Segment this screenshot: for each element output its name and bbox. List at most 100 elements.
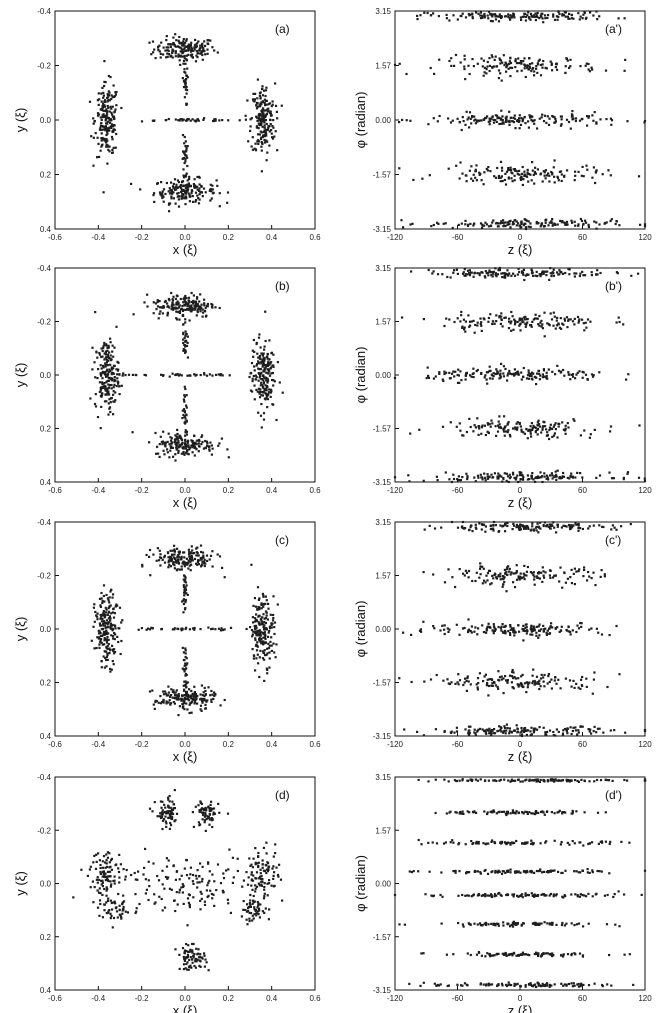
- data-point: [578, 318, 581, 321]
- x-tick-label: -0.6: [48, 740, 62, 749]
- data-point: [109, 590, 112, 593]
- data-point: [164, 49, 167, 52]
- data-point: [583, 329, 586, 332]
- data-point: [485, 371, 488, 374]
- data-point: [100, 638, 103, 641]
- data-point: [431, 272, 434, 275]
- data-point: [260, 603, 263, 606]
- data-point: [101, 372, 104, 375]
- data-point: [265, 134, 268, 137]
- data-point: [263, 389, 266, 392]
- data-point: [170, 308, 173, 311]
- data-point: [481, 424, 484, 427]
- data-point: [104, 373, 107, 376]
- data-point: [482, 317, 485, 320]
- data-point: [541, 475, 544, 478]
- data-point: [266, 357, 269, 360]
- data-point: [561, 13, 564, 16]
- data-point: [170, 291, 173, 295]
- data-point: [500, 678, 503, 681]
- data-point: [491, 684, 494, 687]
- data-point: [450, 64, 453, 67]
- data-point: [509, 61, 513, 65]
- data-point: [522, 118, 525, 121]
- data-point: [102, 102, 105, 105]
- x-tick-label: 0.4: [266, 486, 278, 495]
- data-point: [469, 425, 472, 429]
- data-point: [189, 701, 192, 705]
- data-point: [203, 695, 206, 698]
- data-point: [101, 86, 104, 89]
- data-point: [594, 181, 597, 185]
- data-point: [158, 300, 161, 303]
- data-point: [493, 472, 496, 475]
- data-point: [177, 39, 180, 42]
- data-point: [200, 50, 203, 53]
- data-point: [514, 60, 517, 63]
- data-point: [205, 304, 208, 307]
- data-point: [258, 368, 261, 371]
- data-point: [162, 374, 165, 377]
- data-point: [158, 191, 162, 194]
- data-point: [459, 429, 462, 432]
- data-point: [177, 698, 180, 701]
- data-point: [548, 632, 552, 635]
- data-point: [203, 686, 206, 689]
- data-point: [519, 178, 523, 181]
- data-point: [264, 89, 268, 92]
- data-point: [581, 675, 584, 679]
- data-point: [160, 811, 163, 814]
- data-point: [255, 613, 258, 616]
- data-point: [96, 416, 100, 419]
- data-point: [566, 629, 569, 632]
- data-point: [491, 275, 494, 278]
- data-point: [268, 388, 271, 391]
- data-point: [109, 410, 112, 414]
- data-point: [481, 476, 484, 479]
- data-point: [211, 693, 214, 696]
- data-point: [516, 173, 519, 176]
- data-point: [203, 372, 206, 375]
- data-point: [270, 626, 273, 629]
- data-point: [577, 319, 581, 322]
- data-point: [167, 561, 170, 564]
- data-point: [182, 451, 185, 454]
- data-point: [189, 184, 192, 187]
- data-point: [508, 369, 511, 372]
- data-point: [531, 15, 534, 18]
- data-point: [542, 120, 546, 123]
- data-point: [94, 311, 97, 314]
- data-point: [194, 184, 197, 187]
- data-point: [179, 697, 182, 700]
- data-point: [260, 131, 264, 134]
- data-point: [264, 94, 267, 98]
- data-point: [175, 188, 178, 191]
- data-point: [253, 98, 256, 101]
- data-point: [605, 221, 608, 224]
- data-point: [610, 218, 613, 221]
- data-point: [557, 179, 560, 182]
- data-point: [182, 599, 185, 602]
- data-point: [544, 177, 547, 180]
- data-point: [491, 682, 494, 685]
- data-point: [255, 104, 258, 107]
- x-tick-label: 60: [578, 486, 587, 495]
- data-point: [263, 126, 266, 129]
- data-point: [529, 173, 532, 176]
- data-point: [210, 197, 213, 200]
- data-point: [202, 562, 206, 565]
- data-point: [581, 270, 584, 273]
- data-point: [538, 688, 541, 691]
- data-point: [250, 362, 254, 365]
- data-point: [512, 272, 515, 275]
- data-point: [564, 71, 567, 74]
- data-point: [203, 558, 206, 561]
- data-point: [170, 688, 173, 691]
- data-point: [160, 181, 163, 184]
- data-point: [104, 118, 107, 121]
- x-tick-label: 0.0: [179, 994, 191, 1003]
- y-tick-label: 0.00: [375, 371, 391, 380]
- data-point: [504, 172, 507, 175]
- data-point: [487, 316, 490, 320]
- data-point: [274, 656, 277, 659]
